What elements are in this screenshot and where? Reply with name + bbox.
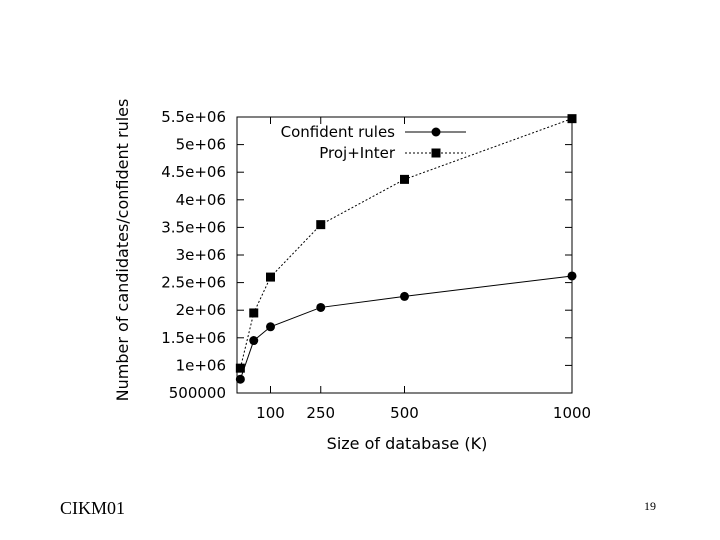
plot-frame	[236, 116, 573, 394]
legend-marker	[431, 148, 441, 158]
y-tick-label: 5e+06	[176, 136, 226, 154]
data-point	[235, 363, 245, 373]
axes: 500000 1e+06 1.5e+06 2e+06 2.5e+06 3e+06 3.5e+…	[161, 108, 591, 422]
data-point	[400, 291, 409, 301]
data-point	[567, 114, 577, 124]
data-point	[316, 220, 326, 230]
y-tick-label: 5.5e+06	[161, 108, 226, 126]
data-point	[266, 322, 275, 332]
legend-marker	[431, 127, 441, 137]
page-number: 19	[644, 499, 656, 513]
data-point	[567, 271, 577, 281]
y-tick-label: 2e+06	[176, 301, 226, 319]
y-tick-label: 3.5e+06	[161, 218, 226, 236]
legend: Confident rules Proj+Inter	[281, 123, 466, 162]
series-line	[239, 118, 573, 369]
y-axis-title: Number of candidates/confident rules	[113, 99, 132, 402]
x-tick-label: 1000	[553, 404, 591, 422]
data-point	[235, 374, 245, 384]
footer-left-label: CIKM01	[60, 498, 126, 518]
data-point	[249, 308, 259, 318]
y-tick-label: 500000	[169, 384, 226, 402]
data-point	[266, 272, 275, 282]
y-tick-label: 1.5e+06	[161, 329, 226, 347]
legend-label: Confident rules	[281, 123, 396, 141]
data-point	[249, 336, 259, 346]
y-tick-label: 3e+06	[176, 246, 226, 264]
data-point	[400, 174, 409, 184]
y-tick-label: 2.5e+06	[161, 274, 226, 292]
y-tick-label: 4e+06	[176, 191, 226, 209]
x-tick-label: 100	[256, 404, 285, 422]
y-tick-label: 4.5e+06	[161, 163, 226, 181]
y-tick-label: 1e+06	[176, 356, 226, 374]
x-tick-label: 500	[390, 404, 419, 422]
x-tick-label: 250	[306, 404, 335, 422]
series-line	[239, 275, 573, 380]
series-layer	[235, 114, 577, 384]
data-point	[316, 302, 326, 312]
x-axis-title: Size of database (K)	[327, 434, 488, 453]
legend-label: Proj+Inter	[319, 144, 396, 162]
